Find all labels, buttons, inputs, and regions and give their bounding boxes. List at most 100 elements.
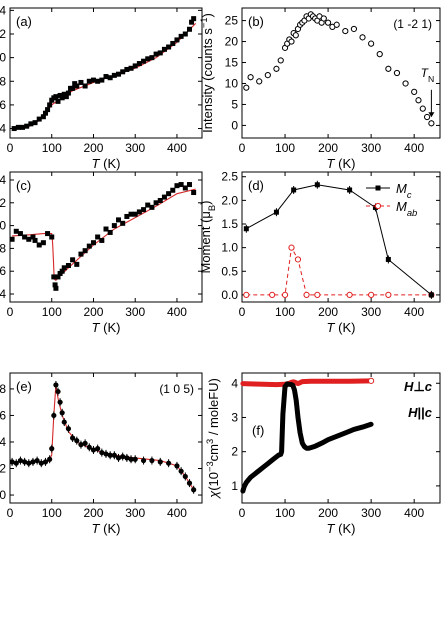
x-tick-label: 200	[318, 506, 338, 520]
data-point	[107, 229, 113, 235]
data-point	[107, 452, 113, 458]
data-point	[55, 388, 61, 395]
data-point	[65, 426, 72, 432]
series-point-mc	[385, 256, 391, 262]
data-point	[324, 19, 332, 26]
x-tick-label: 0	[7, 506, 14, 520]
y-tick-label: 8.64	[0, 122, 6, 136]
data-point	[124, 66, 130, 72]
y-tick-label: 3	[231, 410, 238, 424]
x-tick-label: 200	[318, 305, 338, 319]
data-point	[402, 80, 409, 87]
y-tick-label: 13.98	[0, 241, 6, 255]
y-tick-label: 8.74	[0, 3, 6, 17]
data-point	[120, 69, 126, 75]
data-point	[149, 204, 155, 210]
data-point	[32, 120, 38, 126]
data-point	[166, 191, 172, 197]
data-point	[70, 435, 76, 441]
data-point	[256, 78, 263, 85]
y-tick-label: 1	[231, 479, 238, 493]
y-axis-label-part: Intensity (counts s	[200, 28, 215, 133]
data-point	[191, 190, 197, 196]
data-point	[40, 240, 46, 246]
data-point	[174, 463, 180, 469]
x-axis-label-part: (K)	[100, 156, 121, 171]
data-point	[182, 473, 188, 480]
series-point-mab	[281, 291, 289, 299]
y-tick-label: 10	[225, 76, 239, 90]
data-point	[120, 453, 126, 460]
data-point	[111, 72, 117, 78]
x-tick-label: 200	[83, 506, 103, 520]
x-tick-label: 200	[318, 141, 338, 155]
panel-label: (e)	[16, 379, 32, 394]
y-tick-label: 8.70	[0, 51, 6, 65]
y-tick-label: 2	[231, 445, 238, 459]
data-point	[99, 77, 105, 83]
data-point	[47, 456, 53, 462]
data-point	[120, 220, 126, 226]
y-axis-label-part: )	[198, 201, 213, 205]
legend-label-mab-part: ab	[407, 208, 417, 218]
data-point	[86, 78, 92, 84]
data-point	[51, 412, 57, 419]
x-tick-label: 400	[404, 141, 424, 155]
y-tick-label: 8.68	[0, 74, 6, 88]
data-point	[45, 231, 51, 237]
data-point	[90, 77, 96, 83]
y-tick-label: 8	[0, 382, 6, 396]
y-axis-label-part: Moment (μ	[198, 211, 213, 273]
data-point	[9, 459, 15, 465]
y-tick-label: 2.0	[221, 193, 238, 207]
x-tick-label: 100	[275, 305, 295, 319]
x-tick-label: 400	[404, 305, 424, 319]
data-point	[26, 236, 32, 242]
data-point	[11, 126, 17, 132]
data-point	[132, 211, 138, 217]
data-point	[20, 124, 26, 130]
data-point	[74, 438, 80, 444]
series-end-hperp	[368, 377, 375, 384]
data-point	[288, 38, 295, 45]
y-tick-label: 14.00	[0, 219, 6, 233]
panel-d: 0 100 200 300 400 0.0 0.5 1.0 1.5 2.0 2.5 T (K) (d) M…	[198, 170, 441, 335]
data-point	[47, 102, 53, 108]
data-point	[393, 69, 401, 77]
plot-frame	[9, 7, 203, 139]
data-point	[49, 234, 55, 240]
data-point	[111, 223, 117, 229]
data-point	[149, 457, 155, 464]
x-axis-label-part: (K)	[100, 521, 121, 536]
series-line-hperp	[240, 378, 374, 388]
legend-label-mc-part: M	[396, 181, 407, 196]
data-point	[411, 88, 418, 95]
series-point-mab	[346, 291, 353, 299]
data-point	[70, 257, 76, 263]
data-point	[182, 31, 188, 37]
data-point	[70, 85, 76, 91]
tn-label-part: N	[428, 74, 434, 84]
legend-marker-mc	[375, 185, 381, 191]
y-axis-label-part: 3	[205, 439, 215, 444]
x-axis-label: T (K)	[327, 320, 356, 335]
data-point	[174, 183, 180, 189]
x-tick-label: 400	[167, 305, 187, 319]
y-tick-label: 14.04	[0, 173, 6, 187]
data-point	[99, 237, 105, 243]
x-tick-label: 100	[42, 305, 62, 319]
data-point	[82, 83, 88, 89]
data-point	[368, 40, 375, 47]
x-tick-label: 100	[275, 506, 295, 520]
data-point	[30, 459, 36, 465]
x-tick-label: 0	[7, 141, 14, 155]
data-point	[32, 237, 38, 243]
data-point	[170, 40, 176, 46]
data-point	[111, 452, 117, 458]
panel-label: (a)	[16, 14, 32, 29]
x-axis-label: T (K)	[92, 156, 121, 171]
y-axis-label: χ(10−3cm3 / moleFU)	[205, 378, 221, 499]
data-point	[78, 251, 84, 257]
x-tick-label: 300	[125, 141, 145, 155]
